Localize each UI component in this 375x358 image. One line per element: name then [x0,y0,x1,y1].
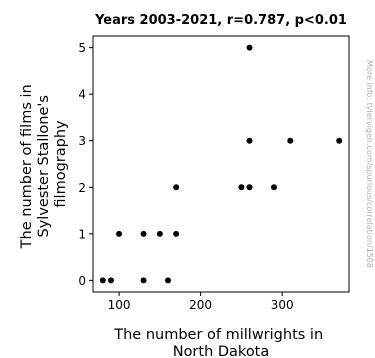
y-axis-label-line-3: filmography [53,120,69,208]
data-point [287,137,294,144]
x-tick-label: 100 [108,298,131,312]
y-tick-label: 5 [78,41,86,55]
x-axis-label-line-1: The number of millwrights in [113,327,323,343]
y-axis-ticks: 0 1 2 3 4 5 [78,41,93,288]
y-axis-label: The number of films in Sylvester Stallon… [19,80,69,250]
data-point [99,277,106,284]
watermark-text: More info: tylervigen.com/spurious/corre… [365,60,374,268]
data-point [156,230,163,237]
y-tick-label: 2 [78,181,86,195]
y-tick-label: 4 [78,88,86,102]
y-axis-label-line-1: The number of films in [19,84,35,249]
x-axis-label: The number of millwrights in North Dakot… [113,327,328,358]
y-tick-label: 0 [78,274,86,288]
data-point [165,277,172,284]
x-tick-label: 200 [189,298,212,312]
data-point [246,137,253,144]
x-axis-label-line-2: North Dakota [173,344,270,358]
data-point [270,184,277,191]
y-axis-label-line-2: Sylvester Stallone's [36,95,52,237]
x-tick-label: 300 [271,298,294,312]
data-point [246,184,253,191]
x-axis-ticks: 100 200 300 [108,292,294,312]
data-point [173,184,180,191]
data-point [246,44,253,51]
data-point [140,277,147,284]
data-point [107,277,114,284]
plot-area: 100 200 300 0 1 2 3 4 5 [78,35,350,312]
plot-frame [92,35,350,293]
y-tick-label: 3 [78,134,86,148]
data-point [336,137,343,144]
data-point [140,230,147,237]
y-tick-label: 1 [78,227,86,241]
data-points [99,44,343,284]
data-point [173,230,180,237]
data-point [116,230,123,237]
chart-title: Years 2003-2021, r=0.787, p<0.01 [94,13,347,28]
data-point [238,184,245,191]
